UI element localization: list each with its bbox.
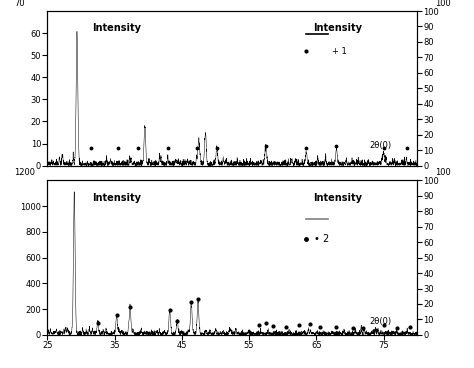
Text: Intensity: Intensity bbox=[92, 24, 141, 33]
Text: Intensity: Intensity bbox=[314, 193, 363, 203]
Text: 1200: 1200 bbox=[14, 168, 35, 177]
Text: • 2: • 2 bbox=[314, 234, 329, 244]
Text: 2θ(0): 2θ(0) bbox=[369, 141, 391, 150]
Text: 70: 70 bbox=[14, 0, 25, 8]
Text: + 1: + 1 bbox=[332, 47, 347, 56]
Text: 100: 100 bbox=[435, 0, 450, 8]
Text: Intensity: Intensity bbox=[92, 193, 141, 203]
Text: 2θ(0): 2θ(0) bbox=[369, 316, 391, 326]
Text: Intensity: Intensity bbox=[314, 24, 363, 33]
Text: 100: 100 bbox=[435, 168, 450, 177]
